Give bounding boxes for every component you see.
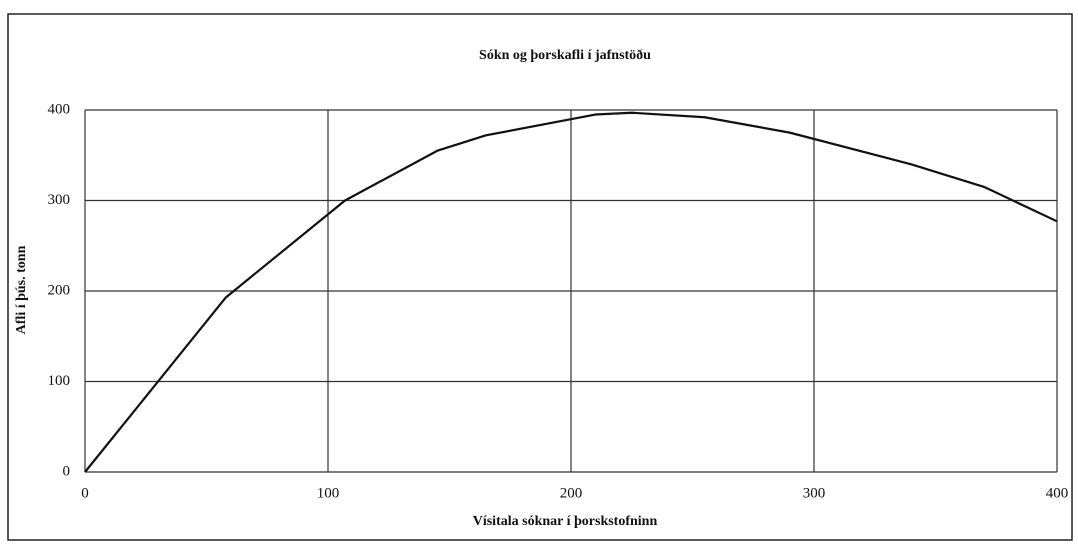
y-tick-label: 400	[48, 101, 71, 117]
x-tick-label: 200	[560, 485, 583, 501]
y-axis-label: Afli í þús. tonn	[14, 245, 29, 334]
x-tick-label: 400	[1046, 485, 1069, 501]
line	[84, 111, 1058, 473]
chart-title: Sókn og þorskafli í jafnstöðu	[479, 47, 651, 63]
y-tick-label: 300	[48, 192, 71, 208]
x-tick-label: 0	[81, 485, 89, 501]
y-tick-label: 200	[48, 282, 71, 298]
x-axis-label: Vísitala sóknar í þorskstofninn	[473, 514, 658, 529]
y-tick-label: 0	[63, 463, 71, 479]
frame	[7, 13, 1073, 541]
x-tick-label: 300	[803, 485, 826, 501]
y-tick-label: 100	[48, 373, 71, 389]
x-tick-label: 100	[317, 485, 340, 501]
